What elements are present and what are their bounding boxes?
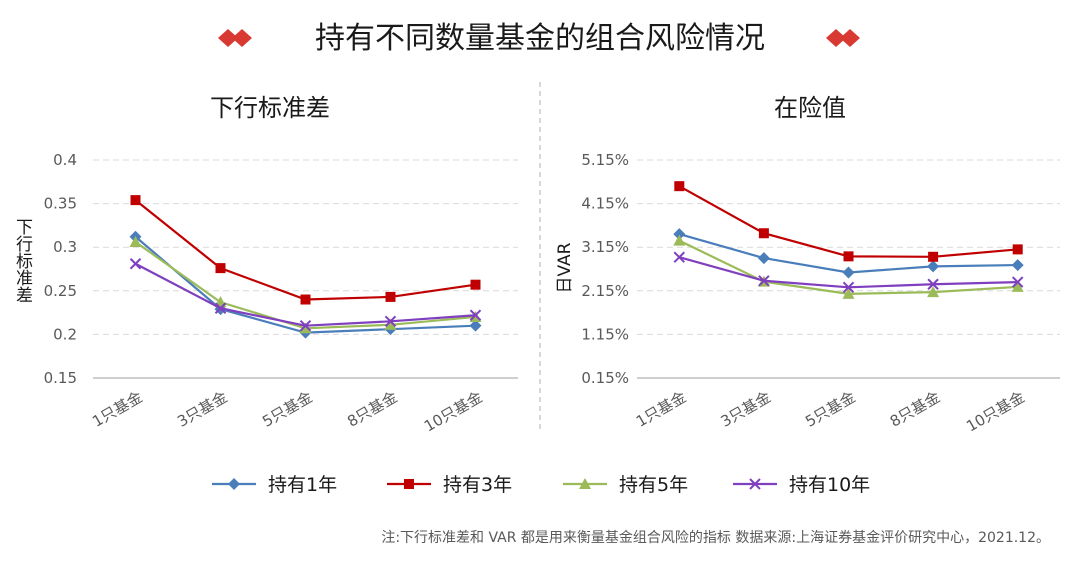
right-y-tick-label: 2.15%	[581, 282, 629, 300]
right-series-1-point	[674, 181, 685, 192]
left-series-1-point	[470, 279, 481, 290]
left-y-tick-label: 0.25	[44, 282, 77, 300]
left-series-0-point	[469, 319, 482, 332]
left-x-tick-label: 5只基金	[259, 388, 315, 431]
right-y-tick-label: 0.15%	[581, 369, 629, 387]
left-series-1-point	[300, 294, 311, 305]
title-decoration-left	[218, 29, 252, 47]
legend-marker-0	[228, 478, 240, 490]
right-series-3-point	[842, 281, 855, 294]
legend-label-2: 持有5年	[619, 474, 688, 496]
left-x-tick-label: 10只基金	[421, 388, 486, 436]
right-series-2-point	[842, 287, 855, 299]
right-series-line-1	[678, 185, 1018, 258]
left-series-line-2	[134, 241, 476, 330]
left-series-3-point	[299, 319, 312, 332]
right-series-3-point	[1011, 276, 1024, 288]
right-x-tick-label: 5只基金	[802, 388, 858, 431]
left-series-3-point	[214, 302, 227, 314]
left-y-tick-label: 0.35	[44, 195, 77, 213]
right-series-3-point	[927, 278, 939, 290]
left-series-2-point	[129, 235, 142, 247]
right-series-0-point	[927, 260, 940, 273]
left-y-tick-label: 0.3	[53, 238, 77, 256]
left-y-tick-label: 0.15	[44, 369, 77, 387]
page-title: 持有不同数量基金的组合风险情况	[315, 21, 765, 56]
left-y-tick-label: 0.4	[53, 151, 77, 169]
left-x-tick-label: 1只基金	[89, 388, 145, 431]
footnote: 注:下行标准差和 VAR 都是用来衡量基金组合风险的指标 数据来源:上海证券基金…	[381, 529, 1050, 546]
right-series-3-point	[758, 275, 770, 287]
right-plot-area: 0.15% 1.15% 2.15% 3.15% 4.15% 5.15% 1只基金 3只基金 5只…	[581, 151, 1060, 436]
left-series-3-point	[384, 315, 397, 328]
left-y-axis-label: 下行标准差	[12, 218, 33, 303]
right-series-1-point	[1012, 244, 1023, 255]
title-decoration-right	[826, 29, 860, 47]
right-series-0-point	[673, 228, 686, 241]
legend-label-3: 持有10年	[789, 474, 870, 496]
legend-label-1: 持有3年	[443, 474, 512, 496]
right-y-tick-label: 5.15%	[581, 151, 629, 169]
right-series-1-point	[843, 251, 854, 262]
right-chart-title: 在险值	[774, 94, 846, 122]
left-series-1-point	[385, 291, 396, 302]
left-x-tick-label: 8只基金	[344, 388, 400, 431]
left-series-1-point	[130, 195, 141, 206]
left-plot-area: 0.15 0.2 0.25 0.3 0.35 0.4 1只基金 3只基金 5只基金 8只基金 10只…	[44, 151, 518, 436]
left-series-3-point	[469, 309, 482, 321]
right-x-tick-label: 10只基金	[963, 388, 1028, 436]
right-x-tick-label: 1只基金	[633, 388, 689, 431]
right-y-axis-label: 日VAR	[555, 242, 575, 293]
left-series-1-point	[215, 263, 226, 274]
left-chart-title: 下行标准差	[210, 94, 330, 122]
right-x-tick-label: 8只基金	[887, 388, 943, 431]
right-series-0-point	[757, 252, 770, 265]
left-x-tick-label: 3只基金	[174, 388, 230, 431]
right-series-2-point	[673, 234, 686, 246]
left-series-line-1	[134, 199, 476, 301]
right-y-tick-label: 1.15%	[581, 325, 629, 343]
left-series-3-point	[129, 258, 142, 270]
right-series-0-point	[842, 266, 855, 279]
right-y-tick-label: 3.15%	[581, 238, 629, 256]
right-series-2-point	[927, 286, 940, 298]
right-series-0-point	[1011, 259, 1024, 272]
legend-marker-2	[579, 478, 591, 489]
legend-label-0: 持有1年	[268, 474, 337, 496]
right-series-1-point	[928, 251, 939, 262]
right-series-3-point	[673, 251, 686, 263]
right-series-1-point	[758, 228, 769, 239]
legend-marker-1	[404, 479, 414, 489]
legend: 持有1年 持有3年 持有5年 持有10年	[212, 474, 870, 496]
legend-marker-3	[749, 478, 761, 490]
left-series-2-point	[384, 318, 397, 330]
left-y-tick-label: 0.2	[53, 325, 77, 343]
right-y-tick-label: 4.15%	[581, 195, 629, 213]
left-series-2-point	[299, 322, 312, 334]
right-x-tick-label: 3只基金	[718, 388, 774, 431]
right-series-2-point	[1011, 280, 1024, 292]
